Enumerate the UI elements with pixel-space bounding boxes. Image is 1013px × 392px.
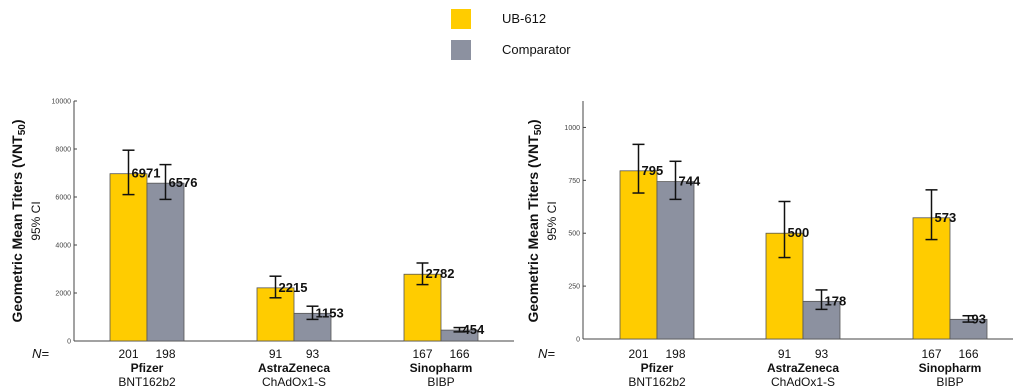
category-name: Sinopharm — [410, 361, 473, 375]
n-label-left: N= — [32, 346, 49, 361]
y-tick-label: 8000 — [55, 147, 71, 154]
n-value: 201 — [628, 347, 648, 361]
y-axis-ci-label-left: 95% CI — [29, 201, 43, 240]
category-subtitle: ChAdOx1-S — [771, 375, 835, 389]
data-label: 744 — [679, 174, 701, 189]
y-axis-label-right: Geometric Mean Titers (VNT50) — [525, 119, 544, 322]
n-value: 166 — [958, 347, 978, 361]
category-subtitle: BIBP — [427, 375, 454, 389]
category-name: Pfizer — [131, 361, 164, 375]
bar-comparator — [656, 181, 695, 340]
bar-ub612 — [619, 170, 658, 340]
n-value: 93 — [306, 347, 320, 361]
data-label: 454 — [463, 322, 485, 337]
legend-label-ub612: UB-612 — [502, 11, 546, 26]
category-subtitle: ChAdOx1-S — [262, 375, 326, 389]
legend-swatch-ub612 — [451, 9, 471, 29]
data-label: 500 — [788, 225, 810, 240]
category-name: AstraZeneca — [767, 361, 839, 375]
legend-label-comparator: Comparator — [502, 42, 571, 57]
data-label: 178 — [825, 293, 847, 308]
y-tick-label: 6000 — [55, 195, 71, 202]
chart-panel-right: Geometric Mean Titers (VNT50) 95% CI N= … — [525, 101, 1013, 389]
y-tick-label: 1000 — [564, 125, 580, 132]
data-label: 2215 — [279, 280, 308, 295]
n-value: 166 — [449, 347, 469, 361]
n-label-right: N= — [538, 346, 555, 361]
bar-comparator — [146, 182, 185, 342]
n-value: 91 — [269, 347, 283, 361]
y-tick-label: 2000 — [55, 291, 71, 298]
data-label: 6971 — [132, 166, 161, 181]
n-value: 167 — [921, 347, 941, 361]
y-tick-label: 4000 — [55, 243, 71, 250]
legend-swatch-comparator — [451, 40, 471, 60]
category-name: Sinopharm — [919, 361, 982, 375]
legend: UB-612 Comparator — [451, 9, 571, 60]
y-tick-label: 250 — [568, 284, 580, 291]
n-value: 93 — [815, 347, 829, 361]
data-label: 1153 — [316, 305, 344, 320]
n-value: 198 — [665, 347, 685, 361]
n-value: 167 — [412, 347, 432, 361]
chart-panel-left: Geometric Mean Titers (VNT50) 95% CI N= … — [9, 99, 514, 389]
y-tick-label: 0 — [67, 339, 71, 346]
data-label: 573 — [935, 210, 957, 225]
data-label: 795 — [642, 163, 664, 178]
data-label: 6576 — [169, 175, 198, 190]
category-subtitle: BNT162b2 — [628, 375, 686, 389]
y-axis-label-left: Geometric Mean Titers (VNT50) — [9, 119, 28, 322]
bar-ub612 — [109, 173, 148, 342]
n-value: 91 — [778, 347, 792, 361]
y-axis-ci-label-right: 95% CI — [545, 201, 559, 240]
bar-ub612 — [403, 273, 442, 342]
n-value: 201 — [118, 347, 138, 361]
y-tick-label: 0 — [576, 337, 580, 344]
category-subtitle: BNT162b2 — [118, 375, 176, 389]
y-tick-label: 750 — [568, 178, 580, 185]
y-tick-label: 10000 — [52, 99, 72, 106]
data-label: 2782 — [426, 266, 455, 281]
y-tick-label: 500 — [568, 231, 580, 238]
data-label: 93 — [972, 311, 986, 326]
category-subtitle: BIBP — [936, 375, 963, 389]
category-name: AstraZeneca — [258, 361, 330, 375]
category-name: Pfizer — [641, 361, 674, 375]
n-value: 198 — [155, 347, 175, 361]
